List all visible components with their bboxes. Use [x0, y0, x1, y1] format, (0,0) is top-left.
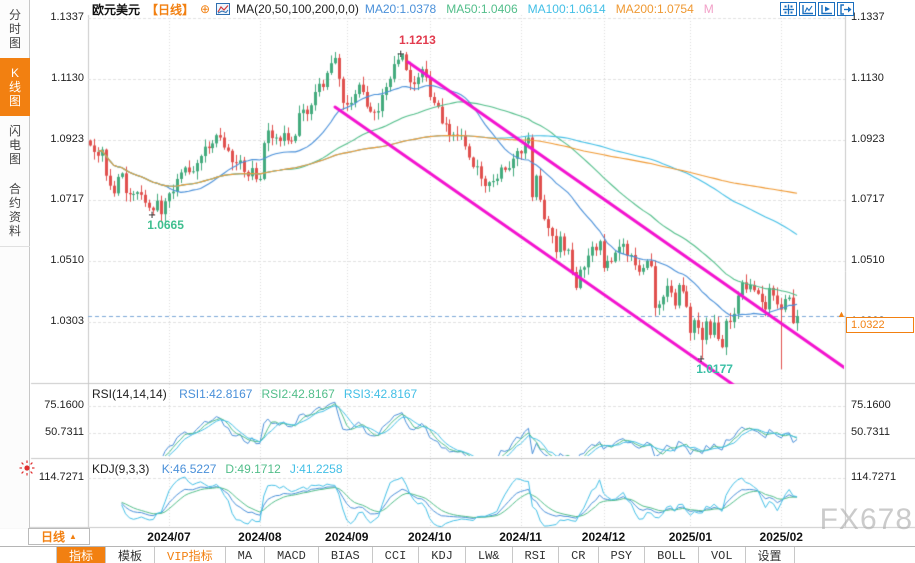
toolbar-tab-13[interactable]: BOLL [645, 547, 699, 563]
sidebar-item-4[interactable]: 合约资料 [0, 174, 30, 247]
marker-cross-icon: + [697, 350, 705, 366]
rsi-panel-header: RSI(14,14,14) RSI1:42.8167 RSI2:42.8167 RS… [92, 387, 426, 401]
toolbar-tab-2[interactable]: 模板 [106, 547, 156, 563]
zoom-axis-icon[interactable] [799, 2, 816, 16]
date-tick: 2024/07 [147, 530, 191, 544]
toolbar-spacer [0, 547, 57, 563]
period-dropdown[interactable]: 日线 ▲ [28, 528, 90, 545]
rsi-value: RSI2:42.8167 [261, 387, 335, 401]
marker-cross-icon: + [397, 46, 405, 62]
toolbar-tab-12[interactable]: PSY [599, 547, 646, 563]
alert-sun-icon[interactable] [19, 460, 35, 476]
rsi-tick-left: 50.7311 [45, 425, 84, 438]
price-tick-right: 1.0923 [851, 132, 885, 145]
price-tick-left: 1.1337 [50, 11, 84, 23]
crosshair-icon[interactable] [780, 2, 797, 16]
toolbar-tab-9[interactable]: LW& [466, 547, 513, 563]
price-tick-left: 1.1130 [51, 71, 84, 84]
chart-header: 欧元美元 【日线】 ⊕ MA(20,50,100,200,0,0) MA20:1… [92, 2, 724, 17]
toolbar-tab-3[interactable]: VIP指标 [155, 547, 226, 563]
ma-value: MA20:1.0378 [364, 2, 437, 16]
date-tick: 2025/02 [759, 530, 803, 544]
price-tick-left: 1.0303 [50, 314, 84, 327]
toolbar-tab-11[interactable]: CR [559, 547, 599, 563]
kdj-value: D:49.1712 [225, 462, 281, 476]
chart-tools [780, 2, 854, 16]
toolbar-tab-6[interactable]: BIAS [319, 547, 373, 563]
date-tick: 2024/08 [238, 530, 282, 544]
toolbar-tab-4[interactable]: MA [226, 547, 266, 563]
rsi-value: RSI1:42.8167 [179, 387, 253, 401]
price-marker-label: 1.0177 [696, 361, 733, 376]
price-tick-right: 1.1337 [851, 11, 885, 23]
add-overlay-icon[interactable]: ⊕ [200, 2, 211, 16]
kdj-value: K:46.5227 [161, 462, 217, 476]
rsi-title: RSI(14,14,14) [92, 387, 167, 401]
ma-value: M [703, 2, 714, 16]
kdj-value: J:41.2258 [289, 462, 343, 476]
indicator-toolbar: 指标 模板 VIP指标 MA MACD BIAS CCI KDJ LW& RSI CR PSY BOLL… [0, 546, 915, 563]
sidebar-item-1[interactable]: 分时图 [8, 8, 21, 50]
period-dropdown-label: 日线 [41, 530, 66, 544]
kdj-tick-left: 114.7271 [38, 471, 84, 483]
pan-axis-icon[interactable] [818, 2, 835, 16]
price-tick-right: 1.0510 [851, 253, 885, 266]
sidebar-item-3[interactable]: 闪电图 [8, 124, 21, 166]
rsi-value: RSI3:42.8167 [343, 387, 418, 401]
kdj-tick-right: 114.7271 [851, 471, 897, 483]
ma-value: MA50:1.0406 [446, 2, 518, 16]
date-tick: 2025/01 [668, 530, 713, 544]
toolbar-tab-15[interactable]: 设置 [746, 547, 795, 563]
price-tick-left: 1.0510 [50, 253, 84, 266]
date-tick: 2024/09 [325, 530, 369, 544]
price-marker-label: 1.1213 [399, 33, 436, 48]
kdj-title: KDJ(9,3,3) [92, 462, 150, 476]
ma-value: MA100:1.0614 [527, 2, 606, 16]
toolbar-tab-10[interactable]: RSI [513, 547, 560, 563]
date-tick: 2024/11 [499, 530, 542, 544]
toolbar-tab-8[interactable]: KDJ [419, 547, 466, 563]
symbol-title: 欧元美元 [92, 2, 141, 17]
toolbar-tab-1[interactable]: 指标 [57, 547, 107, 563]
price-tag-arrow: ▲ [837, 309, 846, 320]
kdj-panel-header: KDJ(9,3,3) K:46.5227 D:49.1712 J:41.2258 [92, 462, 352, 476]
date-tick: 2024/10 [407, 530, 452, 544]
toolbar-filler [795, 547, 915, 563]
last-price-tag: 1.0322 [846, 317, 914, 334]
exit-chart-icon[interactable] [837, 2, 854, 16]
chart-type-icon[interactable] [216, 3, 231, 15]
rsi-tick-right: 75.1600 [851, 398, 891, 411]
toolbar-tab-5[interactable]: MACD [265, 547, 319, 563]
ma-settings-label: MA(20,50,100,200,0,0) [236, 2, 359, 16]
marker-cross-icon: + [148, 207, 156, 223]
price-tick-right: 1.1130 [851, 71, 884, 84]
toolbar-tab-7[interactable]: CCI [373, 547, 420, 563]
date-tick: 2024/12 [581, 530, 626, 544]
ma-legend: MA20:1.0378 MA50:1.0406 MA100:1.0614 MA200:… [365, 2, 724, 16]
period-label: 【日线】 [146, 2, 195, 17]
chevron-up-icon: ▲ [69, 532, 77, 541]
price-tick-left: 1.0923 [50, 132, 84, 145]
ma-value: MA200:1.0754 [615, 2, 694, 16]
toolbar-tab-14[interactable]: VOL [699, 547, 746, 563]
rsi-tick-right: 50.7311 [851, 425, 890, 438]
price-marker-label: 1.0665 [147, 218, 184, 233]
rsi-tick-left: 75.1600 [44, 398, 84, 411]
price-tick-left: 1.0717 [50, 193, 84, 206]
price-tick-right: 1.0717 [851, 193, 885, 206]
